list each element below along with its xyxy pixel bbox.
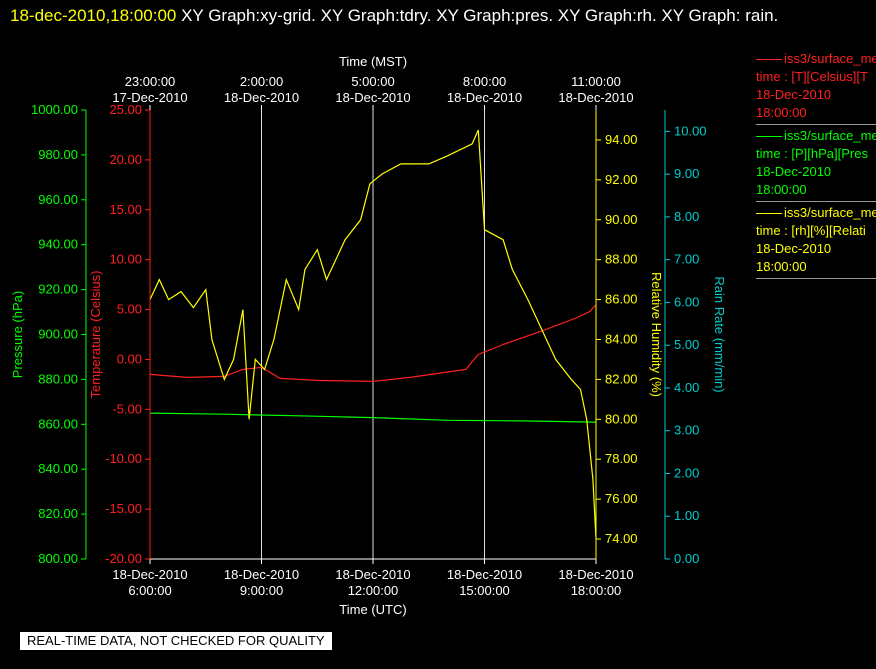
- rh-tick-label: 92.00: [605, 172, 638, 187]
- temperature-tick-label: 10.00: [109, 252, 142, 267]
- x-top-tick-label-date: 18-Dec-2010: [335, 90, 410, 105]
- pressure-tick-label: 820.00: [38, 506, 78, 521]
- rain-tick-label: 10.00: [674, 123, 707, 138]
- x-tick-label-date: 18-Dec-2010: [112, 567, 187, 582]
- x-top-tick-label-time: 11:00:00: [571, 74, 621, 89]
- legend-line2: time : [P][hPa][Pres: [756, 146, 868, 161]
- x-axis-label-mst: Time (MST): [339, 54, 407, 69]
- legend-line3: 18-Dec-2010: [756, 164, 832, 179]
- temperature-tick-label: 25.00: [109, 102, 142, 117]
- pressure-tick-label: 900.00: [38, 327, 78, 342]
- legend-line2: time : [rh][%][Relati: [756, 223, 866, 238]
- legend-line3: 18-Dec-2010: [756, 241, 832, 256]
- pressure-tick-label: 800.00: [38, 551, 78, 566]
- pressure-tick-label: 960.00: [38, 192, 78, 207]
- pressure-axis-title: Pressure (hPa): [10, 291, 25, 378]
- legend: iss3/surface_me time : [T][Celsius][T 18-D…: [756, 50, 876, 281]
- pressure-tick-label: 920.00: [38, 282, 78, 297]
- x-tick-label-time: 6:00:00: [128, 583, 171, 598]
- rain-tick-label: 3.00: [674, 423, 699, 438]
- rain-tick-label: 9.00: [674, 166, 699, 181]
- rain-tick-label: 4.00: [674, 380, 699, 395]
- rh-tick-label: 86.00: [605, 292, 638, 307]
- quality-notice: REAL-TIME DATA, NOT CHECKED FOR QUALITY: [20, 632, 332, 650]
- rain-tick-label: 7.00: [674, 252, 699, 267]
- grid-lines: [261, 110, 597, 559]
- rain-tick-label: 6.00: [674, 294, 699, 309]
- temperature-series-line: [149, 304, 597, 383]
- x-tick-label-date: 18-Dec-2010: [224, 567, 299, 582]
- graph-header: 18-dec-2010,18:00:00 XY Graph:xy-grid. X…: [10, 2, 860, 29]
- rain-tick-label: 2.00: [674, 465, 699, 480]
- x-top-tick-label-time: 23:00:00: [125, 74, 176, 89]
- temperature-tick-label: 20.00: [109, 152, 142, 167]
- legend-source: iss3/surface_me: [784, 205, 876, 220]
- x-top-tick-label-time: 8:00:00: [463, 74, 506, 89]
- x-top-tick-label-time: 2:00:00: [240, 74, 283, 89]
- pressure-tick-label: 880.00: [38, 371, 78, 386]
- pressure-tick-label: 860.00: [38, 416, 78, 431]
- rh-tick-label: 76.00: [605, 491, 638, 506]
- legend-line-swatch: [756, 213, 782, 215]
- header-title: XY Graph:xy-grid. XY Graph:tdry. XY Grap…: [181, 6, 779, 25]
- legend-line-swatch: [756, 59, 782, 61]
- temperature-tick-label: -10.00: [105, 451, 142, 466]
- rh-tick-label: 82.00: [605, 371, 638, 386]
- temperature-tick-label: -20.00: [105, 551, 142, 566]
- axes-layer: 18-Dec-20106:00:0023:00:0017-Dec-201018-…: [10, 54, 727, 617]
- rh-tick-label: 94.00: [605, 132, 638, 147]
- legend-line4: 18:00:00: [756, 182, 807, 197]
- temperature-axis-title: Temperature (Celsius): [88, 271, 103, 399]
- x-tick-label-date: 18-Dec-2010: [558, 567, 633, 582]
- x-top-tick-label-date: 18-Dec-2010: [558, 90, 633, 105]
- pressure-tick-label: 1000.00: [31, 102, 78, 117]
- legend-line4: 18:00:00: [756, 259, 807, 274]
- legend-line3: 18-Dec-2010: [756, 87, 832, 102]
- rh-series-line: [149, 129, 597, 540]
- temperature-tick-label: -15.00: [105, 501, 142, 516]
- legend-source: iss3/surface_me: [784, 51, 876, 66]
- rain-axis-title: Rain Rate (mm/min): [712, 276, 727, 392]
- pressure-tick-label: 940.00: [38, 237, 78, 252]
- rh-tick-label: 88.00: [605, 252, 638, 267]
- x-tick-label-date: 18-Dec-2010: [335, 567, 410, 582]
- x-tick-label-time: 15:00:00: [459, 583, 510, 598]
- x-top-tick-label-time: 5:00:00: [351, 74, 394, 89]
- x-tick-label-time: 12:00:00: [348, 583, 399, 598]
- temperature-tick-label: 0.00: [117, 351, 142, 366]
- legend-source: iss3/surface_me: [784, 128, 876, 143]
- legend-line4: 18:00:00: [756, 105, 807, 120]
- rain-tick-label: 0.00: [674, 551, 699, 566]
- pressure-tick-label: 980.00: [38, 147, 78, 162]
- x-top-tick-label-date: 17-Dec-2010: [112, 90, 187, 105]
- rain-tick-label: 8.00: [674, 209, 699, 224]
- rh-tick-label: 74.00: [605, 531, 638, 546]
- pressure-tick-label: 840.00: [38, 461, 78, 476]
- rh-tick-label: 90.00: [605, 212, 638, 227]
- rain-tick-label: 5.00: [674, 337, 699, 352]
- temperature-tick-label: 5.00: [117, 302, 142, 317]
- x-tick-label-time: 9:00:00: [240, 583, 283, 598]
- legend-line-swatch: [756, 136, 782, 138]
- rh-tick-label: 78.00: [605, 451, 638, 466]
- rh-tick-label: 80.00: [605, 411, 638, 426]
- x-axis-label-utc: Time (UTC): [339, 602, 406, 617]
- x-top-tick-label-date: 18-Dec-2010: [224, 90, 299, 105]
- x-tick-label-date: 18-Dec-2010: [447, 567, 522, 582]
- temperature-tick-label: -5.00: [112, 401, 142, 416]
- series-layer: [149, 129, 597, 540]
- legend-line2: time : [T][Celsius][T: [756, 69, 868, 84]
- header-date: 18-dec-2010,18:00:00: [10, 6, 177, 25]
- pressure-series-line: [149, 412, 597, 423]
- rh-axis-title: Relative Humidity (%): [649, 272, 664, 397]
- x-top-tick-label-date: 18-Dec-2010: [447, 90, 522, 105]
- temperature-tick-label: 15.00: [109, 202, 142, 217]
- rh-tick-label: 84.00: [605, 331, 638, 346]
- x-tick-label-time: 18:00:00: [571, 583, 622, 598]
- rain-tick-label: 1.00: [674, 508, 699, 523]
